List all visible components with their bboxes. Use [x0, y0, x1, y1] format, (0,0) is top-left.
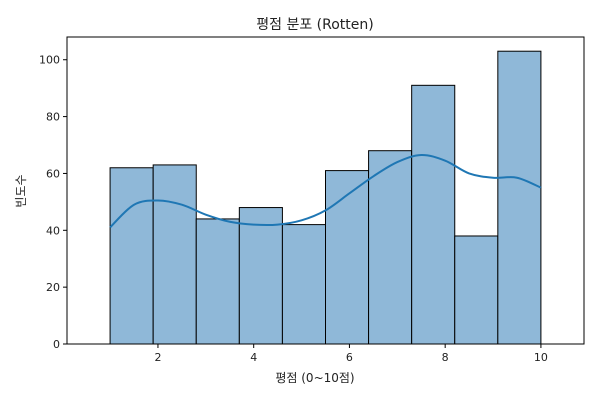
histogram-bar-6: [325, 170, 370, 345]
y-tick-label-60: 60: [46, 167, 60, 180]
histogram-bar-4: [238, 207, 283, 345]
x-tick-label-8: 8: [442, 351, 449, 364]
x-tick-label-2: 2: [154, 351, 161, 364]
kde-line: [109, 153, 542, 229]
x-axis-label: 평점 (0~10점): [275, 371, 354, 385]
plot-frame: [66, 36, 585, 345]
bars: [109, 50, 542, 345]
y-axis-label: 빈도수: [14, 174, 28, 207]
histogram-bar-8: [411, 84, 456, 345]
axes: [66, 36, 585, 345]
x-tick-label-10: 10: [534, 351, 548, 364]
histogram-bar-9: [454, 235, 499, 345]
kde-curve-group: [109, 153, 542, 229]
y-tick-label-80: 80: [46, 111, 60, 124]
histogram-bar-7: [368, 150, 413, 345]
y-tick-label-20: 20: [46, 281, 60, 294]
y-tick-label-100: 100: [39, 54, 60, 67]
histogram-bar-3: [195, 218, 240, 345]
histogram-bar-2: [152, 164, 197, 345]
histogram-bar-5: [281, 224, 327, 345]
y-tick-label-0: 0: [53, 338, 60, 351]
y-tick-label-40: 40: [46, 224, 60, 237]
chart-title: 평점 분포 (Rotten): [256, 17, 373, 33]
x-tick-label-4: 4: [250, 351, 257, 364]
histogram-bar-1: [109, 167, 154, 345]
histogram-bar-10: [497, 50, 542, 345]
x-tick-label-6: 6: [346, 351, 353, 364]
